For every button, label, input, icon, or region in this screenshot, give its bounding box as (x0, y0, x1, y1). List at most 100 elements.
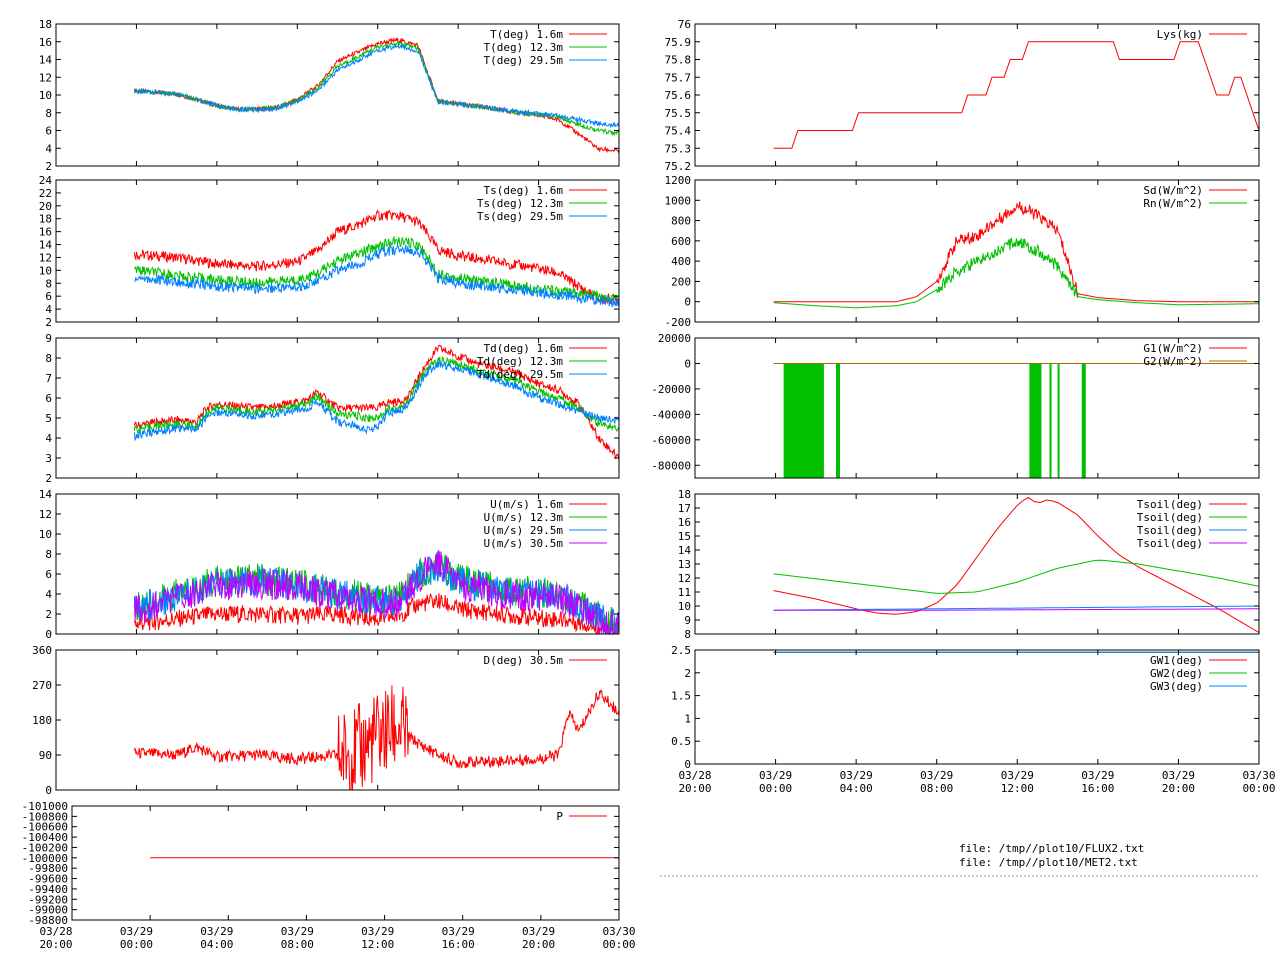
legend-label: P (556, 810, 563, 823)
y-tick-label: 10 (678, 600, 691, 613)
y-tick-label: 90 (39, 749, 52, 762)
x-tick-label: 04:00 (200, 938, 233, 951)
y-tick-label: 8 (45, 277, 52, 290)
x-axis-gw: 03/2820:0003/2900:0003/2904:0003/2908:00… (678, 769, 1275, 795)
plot-frame (55, 493, 620, 635)
x-tick-label: 08:00 (920, 782, 953, 795)
y-tick-label: 4 (45, 142, 52, 155)
y-tick-label: 2 (45, 316, 52, 329)
legend-label: Td(deg) 1.6m (484, 342, 564, 355)
y-tick-label: -101000 (22, 800, 68, 813)
x-tick-label: 03/30 (602, 925, 635, 938)
y-tick-label: -99200 (28, 893, 68, 906)
y-tick-label: 1200 (665, 174, 692, 187)
y-tick-label: 10 (39, 264, 52, 277)
legend-label: Ts(deg) 1.6m (484, 184, 564, 197)
plot-frame (55, 649, 620, 791)
y-tick-label: 16 (39, 226, 52, 239)
legend-label: Lys(kg) (1157, 28, 1203, 41)
plot-frame (694, 649, 1260, 765)
band-0 (783, 363, 824, 478)
y-tick-label: -100200 (22, 841, 68, 854)
x-tick-label: 20:00 (1162, 782, 1195, 795)
y-tick-label: 0 (45, 628, 52, 641)
x-tick-label: 00:00 (759, 782, 792, 795)
file-label: file: /tmp//plot10/MET2.txt (959, 856, 1138, 869)
y-tick-label: -98800 (28, 914, 68, 927)
y-tick-label: 75.7 (665, 71, 692, 84)
plot-frame (694, 179, 1260, 323)
legend-label: T(deg) 29.5m (484, 54, 564, 67)
y-tick-label: 0 (45, 784, 52, 797)
plot-frame (55, 179, 620, 323)
band-4 (1057, 363, 1060, 478)
y-tick-label: -99000 (28, 904, 68, 917)
x-tick-label: 03/29 (522, 925, 555, 938)
y-tick-label: 15 (678, 530, 691, 543)
panel-soil: 89101112131415161718Tsoil(deg)Tsoil(deg)… (678, 488, 1260, 641)
series-temp-2 (134, 43, 620, 129)
plot-frame (55, 337, 620, 479)
y-tick-label: 400 (671, 255, 691, 268)
y-tick-label: -99400 (28, 883, 68, 896)
x-tick-label: 00:00 (1242, 782, 1275, 795)
y-tick-label: 2 (45, 472, 52, 485)
legend-label: Rn(W/m^2) (1143, 197, 1203, 210)
x-tick-label: 03/28 (39, 925, 72, 938)
panel-ground: -80000 -60000 -40000 -20000 0 20000 G1(W/m^2)G… (651, 332, 1260, 479)
x-tick-label: 03/29 (361, 925, 394, 938)
y-tick-label: 75.9 (665, 36, 692, 49)
panel-lys: 75.2 75.3 75.4 75.5 75.6 75.7 75.8 75.9 76 Lys(kg… (665, 18, 1260, 173)
y-tick-label: 4 (45, 588, 52, 601)
y-tick-label: -60000 (651, 434, 691, 447)
y-tick-label: 2 (684, 667, 691, 680)
legend-label: U(m/s) 12.3m (484, 511, 564, 524)
y-tick-label: 8 (684, 628, 691, 641)
y-tick-label: 1.5 (671, 690, 691, 703)
y-tick-label: 0 (684, 357, 691, 370)
x-tick-label: 16:00 (442, 938, 475, 951)
series-rad-1 (773, 237, 1260, 309)
y-tick-label: 4 (45, 432, 52, 445)
legend-label: U(m/s) 30.5m (484, 537, 564, 550)
band-2 (1029, 363, 1042, 478)
band-5 (1081, 363, 1086, 478)
y-tick-label: 8 (45, 352, 52, 365)
x-tick-label: 03/29 (120, 925, 153, 938)
x-tick-label: 20:00 (678, 782, 711, 795)
legend-label: U(m/s) 1.6m (490, 498, 563, 511)
y-tick-label: 12 (39, 251, 52, 264)
legend-label: GW1(deg) (1150, 654, 1203, 667)
y-tick-label: 12 (39, 508, 52, 521)
legend-label: T(deg) 1.6m (490, 28, 563, 41)
x-tick-label: 03/29 (920, 769, 953, 782)
x-tick-label: 03/29 (1081, 769, 1114, 782)
y-tick-label: 18 (39, 213, 52, 226)
series-tsurf-1 (133, 235, 620, 303)
series-rad-0 (773, 201, 1259, 303)
y-tick-label: -80000 (651, 459, 691, 472)
legend-label: Td(deg) 12.3m (477, 355, 563, 368)
legend-label: Tsoil(deg) (1137, 537, 1203, 550)
y-tick-label: 22 (39, 187, 52, 200)
legend-label: GW3(deg) (1150, 680, 1203, 693)
legend-label: Ts(deg) 29.5m (477, 210, 563, 223)
legend-label: Sd(W/m^2) (1143, 184, 1203, 197)
y-tick-label: 75.5 (665, 107, 692, 120)
y-tick-label: 600 (671, 235, 691, 248)
x-tick-label: 08:00 (281, 938, 314, 951)
y-tick-label: 12 (39, 71, 52, 84)
y-tick-label: 6 (45, 392, 52, 405)
x-tick-label: 20:00 (522, 938, 555, 951)
x-tick-label: 00:00 (120, 938, 153, 951)
y-tick-label: -40000 (651, 408, 691, 421)
y-tick-label: 10 (39, 528, 52, 541)
y-tick-label: -20000 (651, 383, 691, 396)
series-tsurf-2 (134, 243, 620, 308)
x-tick-label: 03/29 (442, 925, 475, 938)
plot-frame (71, 805, 620, 921)
y-tick-label: 1 (684, 712, 691, 725)
x-tick-label: 20:00 (39, 938, 72, 951)
series-temp-1 (133, 41, 620, 137)
